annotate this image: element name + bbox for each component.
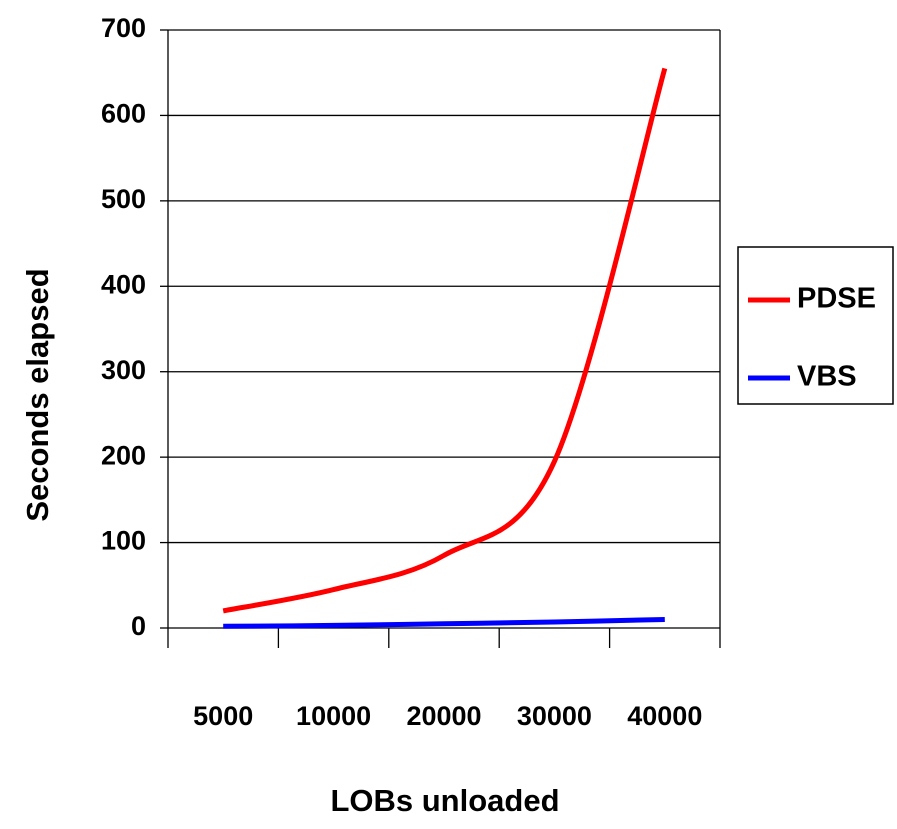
y-tick-label: 700 <box>101 13 146 43</box>
line <box>223 616 665 629</box>
y-tick-label: 100 <box>101 526 146 556</box>
legend-label: VBS <box>797 361 857 393</box>
y-tick-label: 0 <box>131 611 146 641</box>
y-tick-label: 400 <box>101 269 146 299</box>
y-axis-title: Seconds elapsed <box>20 268 55 521</box>
y-tick-label: 600 <box>101 99 146 129</box>
legend-label: PDSE <box>797 283 876 315</box>
x-tick-label: 20000 <box>406 701 481 731</box>
x-tick-label: 10000 <box>296 701 371 731</box>
y-tick-label: 300 <box>101 355 146 385</box>
x-axis-title: LOBs unloaded <box>330 783 559 818</box>
x-tick-label: 5000 <box>193 701 253 731</box>
line <box>222 67 668 614</box>
y-tick-label: 500 <box>101 184 146 214</box>
x-tick-label: 30000 <box>517 701 592 731</box>
y-tick-label: 200 <box>101 440 146 470</box>
x-tick-label: 40000 <box>627 701 702 731</box>
